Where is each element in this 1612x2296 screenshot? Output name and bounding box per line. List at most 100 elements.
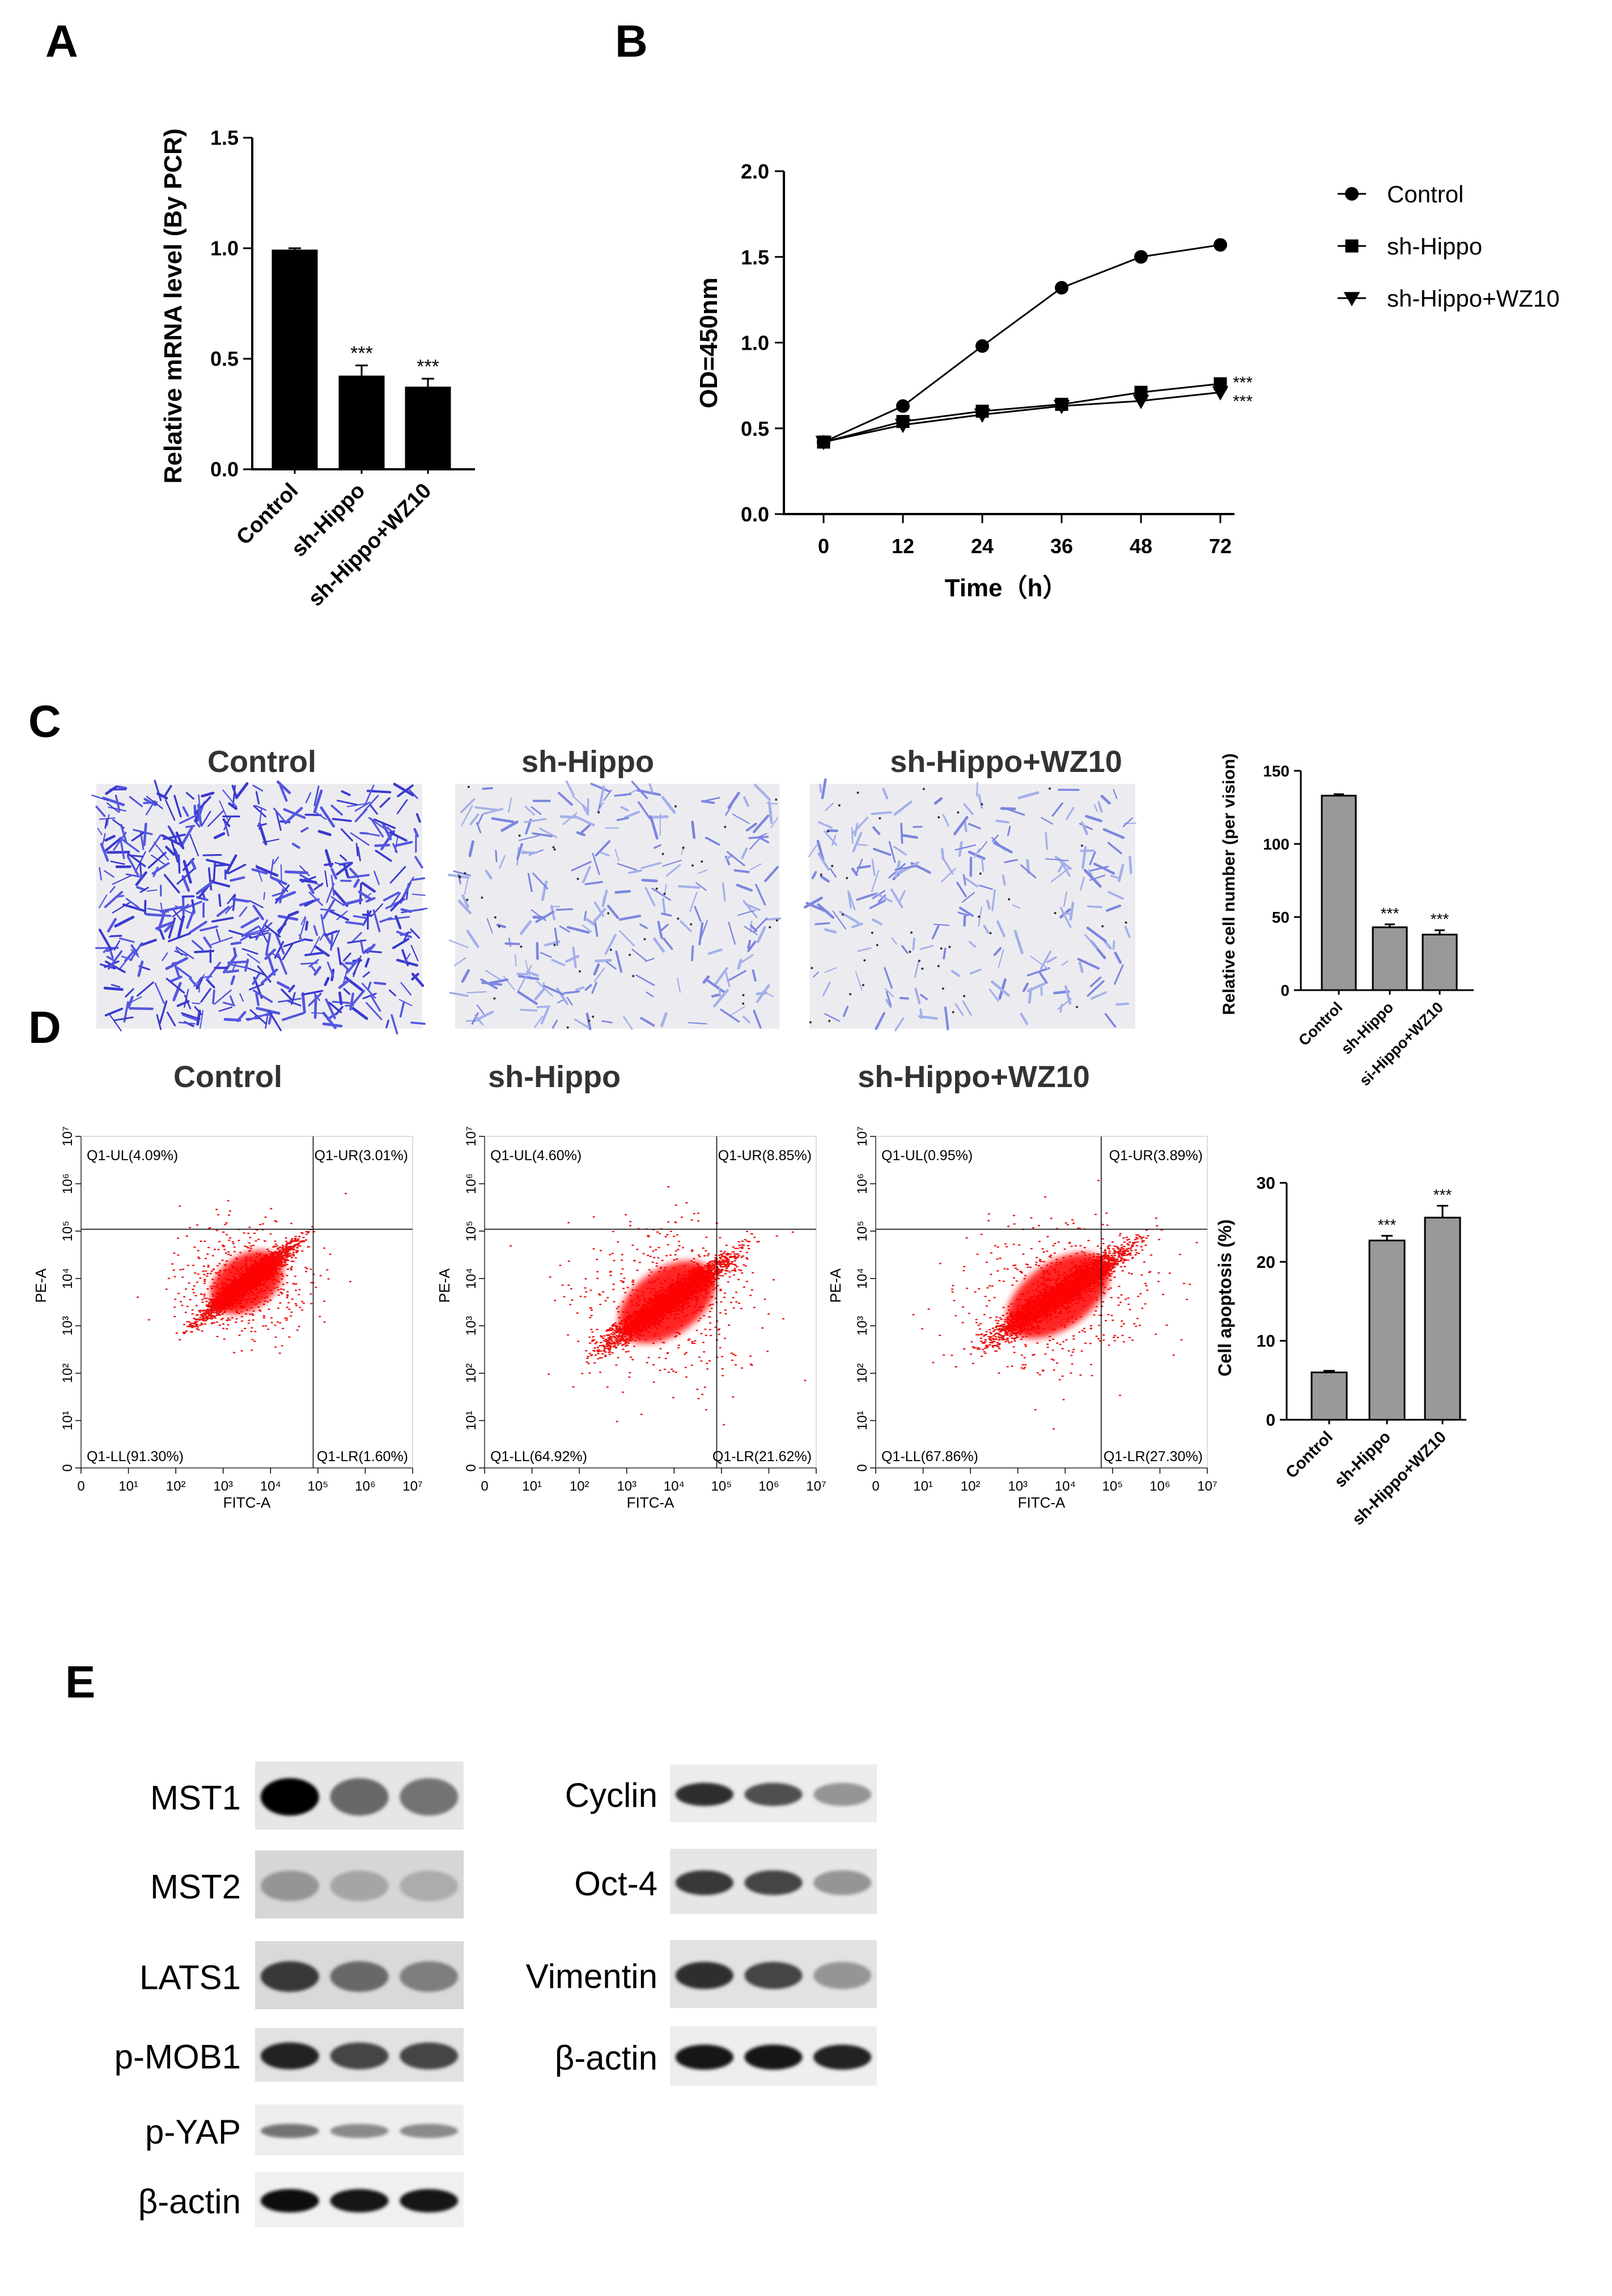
cell: [201, 791, 215, 797]
cell: [914, 987, 921, 1005]
cell: [743, 796, 749, 807]
pore: [1075, 1005, 1078, 1008]
cell: [173, 795, 182, 818]
cell: [640, 1017, 655, 1027]
x-tick-label: 72: [1209, 534, 1232, 558]
cell: [252, 784, 264, 792]
cell: [474, 806, 499, 811]
cell: [890, 888, 903, 909]
panel-b-y-label: OD=450nm: [695, 277, 723, 408]
cell: [300, 916, 306, 926]
pore: [1080, 844, 1083, 847]
cell: [639, 923, 648, 930]
cell: [178, 1021, 196, 1025]
cell: [231, 898, 250, 903]
cell: [1013, 930, 1024, 954]
cell: [1093, 862, 1115, 875]
cell: [483, 808, 504, 815]
cell: [931, 925, 940, 940]
flow-dense-core: [1007, 1253, 1110, 1339]
flow-x-tick-label: 10¹: [118, 1479, 138, 1494]
cell: [871, 918, 883, 926]
cell: [286, 999, 302, 1007]
cell: [663, 937, 673, 950]
cell: [404, 953, 411, 964]
cell: [1122, 817, 1133, 827]
point-control: [1055, 281, 1068, 295]
cell: [614, 793, 632, 797]
blot-band: [330, 2189, 389, 2213]
point-sh-hippo-wz10: [815, 436, 832, 451]
cell: [301, 876, 316, 883]
cell: [112, 901, 131, 914]
flow-x-label: FITC-A: [223, 1494, 271, 1511]
cell: [1038, 971, 1048, 984]
cell: [637, 789, 661, 796]
flow-x-tick-label: 10⁶: [758, 1479, 779, 1494]
cell: [540, 1007, 550, 1025]
cell: [744, 926, 758, 935]
cell: [277, 922, 287, 932]
cell: [817, 903, 835, 919]
significance-si-hippo-wz10: ***: [1431, 910, 1449, 928]
cell: [239, 993, 244, 1002]
cell: [176, 1000, 190, 1007]
cell: [649, 815, 659, 840]
blot-band: [330, 1778, 389, 1816]
x-tick-label: 48: [1130, 534, 1152, 558]
blot-band: [260, 1870, 319, 1902]
cell: [518, 835, 540, 841]
blot-band: [400, 1778, 459, 1816]
cell: [281, 1012, 305, 1021]
cell: [592, 852, 600, 875]
cell: [330, 804, 343, 816]
cell: [1085, 814, 1102, 822]
cell: [962, 1000, 972, 1016]
pore: [1125, 921, 1127, 924]
cell: [606, 905, 620, 919]
cell: [919, 945, 934, 950]
panel-letter-e: E: [65, 1657, 95, 1707]
cell: [330, 896, 345, 906]
cell: [258, 807, 262, 830]
panel-a-bar-chart: 0.0 0.5 1.0 1.5 *** *** Controlsh-Hipposh-Hi…: [159, 126, 475, 611]
cell: [300, 827, 309, 833]
cell: [661, 898, 666, 914]
cell: [281, 988, 292, 1001]
cell: [640, 861, 661, 869]
bar-sh-hippo: [1372, 926, 1408, 991]
cell: [193, 820, 201, 827]
cell: [189, 977, 197, 987]
quadrant-lr-label: Q1-LR(1.60%): [317, 1449, 408, 1465]
cell: [119, 837, 125, 859]
cell: [232, 893, 236, 911]
cell: [342, 969, 348, 986]
cell: [899, 996, 909, 1000]
cell: [172, 982, 182, 1001]
cell: [319, 932, 325, 941]
panel-d-y-label: Cell apoptosis (%): [1215, 1219, 1235, 1376]
blot-label-mst2: MST2: [150, 1868, 241, 1905]
cell: [154, 982, 165, 1004]
cell: [749, 835, 763, 850]
cell: [289, 910, 299, 917]
cell: [888, 841, 896, 863]
cell: [824, 928, 837, 934]
cell: [131, 831, 145, 842]
cell: [660, 1012, 668, 1027]
category-label-control: Control: [1295, 999, 1346, 1049]
cell: [713, 988, 729, 1008]
cell: [308, 992, 322, 1007]
pore: [876, 944, 879, 947]
blot-right-vimentin-2: [670, 1940, 877, 2008]
cell: [652, 937, 665, 953]
cell: [722, 882, 726, 902]
series-line-sh-hippo: [823, 383, 1221, 443]
cell: [258, 926, 269, 945]
cell: [882, 788, 889, 800]
cell: [920, 994, 928, 1000]
legend-label-sh-hippo-wz10: sh-Hippo+WZ10: [1387, 285, 1560, 312]
cell: [241, 948, 258, 955]
